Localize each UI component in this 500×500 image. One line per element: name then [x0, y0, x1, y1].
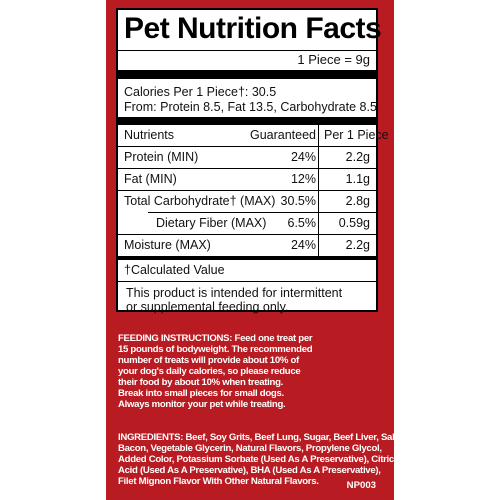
guaranteed-value: 24%	[290, 150, 316, 164]
facts-title: Pet Nutrition Facts	[124, 12, 382, 45]
ingredients-line: INGREDIENTS: Beef, Soy Grits, Beef Lung,…	[118, 432, 394, 443]
header-guaranteed: Guaranteed	[249, 128, 316, 142]
calories-line: Calories Per 1 Piece†: 30.5	[124, 85, 277, 99]
nutrient-name: Dietary Fiber (MAX)	[156, 216, 267, 230]
feeding-line: FEEDING INSTRUCTIONS: Feed one treat per	[118, 333, 313, 344]
guaranteed-value: 30.5%	[280, 194, 316, 208]
product-code: NP003	[346, 480, 376, 491]
thick-rule	[118, 70, 376, 79]
row-rule	[118, 234, 376, 235]
feeding-line: their food by about 10% when treating.	[118, 377, 284, 388]
calories-breakdown: From: Protein 8.5, Fat 13.5, Carbohydrat…	[124, 100, 377, 114]
per-piece-value: 2.8g	[345, 194, 370, 208]
nutrient-name: Moisture (MAX)	[124, 238, 211, 252]
disclaimer-line-2: or supplemental feeding only.	[126, 300, 289, 314]
footnote: †Calculated Value	[124, 263, 225, 277]
per-piece-value: 2.2g	[345, 150, 370, 164]
row-rule	[148, 212, 376, 213]
nutrient-name: Protein (MIN)	[124, 150, 199, 164]
disclaimer-line-1: This product is intended for intermitten…	[126, 286, 343, 300]
title-rule	[118, 50, 376, 51]
footnote-rule	[118, 281, 376, 282]
ingredients-line: Added Color, Potassium Sorbate (Used As …	[118, 454, 394, 465]
feeding-line: 15 pounds of bodyweight. The recommended	[118, 344, 313, 355]
per-piece-value: 2.2g	[345, 238, 370, 252]
feeding-line: Break into small pieces for small dogs.	[118, 388, 284, 399]
ingredients-line: Filet Mignon Flavor With Other Natural F…	[118, 476, 319, 487]
header-rule	[118, 146, 376, 147]
nutrient-name: Total Carbohydrate† (MAX)	[124, 194, 276, 208]
nutrient-name: Fat (MIN)	[124, 172, 177, 186]
guaranteed-value: 24%	[290, 238, 316, 252]
feeding-instructions: FEEDING INSTRUCTIONS: Feed one treat per…	[118, 333, 376, 410]
ingredients: INGREDIENTS: Beef, Soy Grits, Beef Lung,…	[118, 432, 394, 487]
feeding-line: your dog's daily calories, so please red…	[118, 366, 301, 377]
header-per-piece: Per 1 Piece	[324, 128, 389, 142]
guaranteed-value: 12%	[290, 172, 316, 186]
row-rule	[118, 190, 376, 191]
header-nutrients: Nutrients	[124, 128, 175, 142]
label-panel: Pet Nutrition Facts 1 Piece = 9g Calorie…	[106, 0, 394, 500]
feeding-line: Always monitor your pet while treating.	[118, 399, 286, 410]
nutrition-facts-box: Pet Nutrition Facts 1 Piece = 9g Calorie…	[116, 8, 389, 314]
ingredients-line: Bacon, Vegetable Glycerin, Natural Flavo…	[118, 443, 382, 454]
row-rule	[118, 168, 376, 169]
per-piece-value: 1.1g	[345, 172, 370, 186]
ingredients-line: Acid (Used As A Preservative), BHA (Used…	[118, 465, 381, 476]
thick-rule-2	[118, 117, 376, 125]
per-piece-value: 0.59g	[338, 216, 370, 230]
table-bottom-rule	[118, 256, 376, 260]
feeding-line: number of treats will provide about 10% …	[118, 355, 299, 366]
guaranteed-value: 6.5%	[287, 216, 317, 230]
serving-size: 1 Piece = 9g	[297, 52, 370, 67]
